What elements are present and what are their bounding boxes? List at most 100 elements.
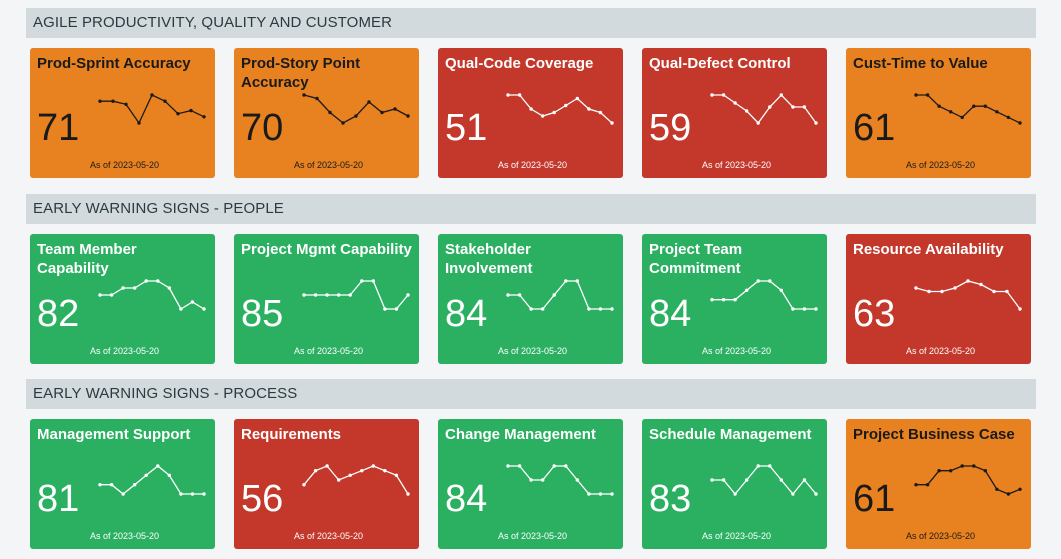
sparkline-path [100, 280, 205, 310]
card-title: Requirements [241, 426, 342, 443]
sparkline-point [517, 464, 522, 468]
sparkline-point [940, 289, 944, 294]
kpi-card-project-business-case[interactable]: Project Business Case 61 As of 2023-05-2… [846, 419, 1031, 549]
kpi-card-code-coverage[interactable]: Qual-Code Coverage 51 As of 2023-05-20 [438, 48, 623, 178]
sparkline-point [406, 492, 410, 496]
sparkline-point [341, 121, 345, 125]
sparkline-point [756, 279, 760, 283]
sparkline-point [1018, 121, 1022, 125]
sparkline-path [303, 465, 409, 495]
card-title: Qual-Code Coverage [445, 55, 594, 72]
sparkline-point [575, 96, 579, 101]
sparkline-path [100, 465, 204, 495]
card-value: 59 [649, 107, 692, 149]
kpi-card-project-mgmt-capability[interactable]: Project Mgmt Capability 85 As of 2023-05… [234, 234, 419, 364]
sparkline-point [111, 99, 115, 103]
sparkline [710, 279, 818, 311]
section-header-agile: AGILE PRODUCTIVITY, QUALITY AND CUSTOMER [26, 8, 1036, 38]
sparkline-path [508, 465, 612, 495]
sparkline-point [179, 492, 183, 496]
sparkline [914, 279, 1022, 311]
sparkline-point [144, 279, 148, 283]
card-title: Prod-Story Point Accuracy [241, 55, 361, 91]
card-title: Cust-Time to Value [853, 55, 988, 72]
sparkline-point [756, 464, 760, 468]
card-value: 84 [649, 293, 692, 335]
sparkline-point [552, 464, 556, 468]
sparkline-point [406, 114, 410, 118]
card-date: As of 2023-05-20 [906, 160, 976, 170]
sparkline [302, 464, 410, 496]
sparkline-point [406, 293, 410, 297]
sparkline-point [721, 298, 726, 302]
sparkline [506, 464, 614, 496]
sparkline-point [337, 293, 341, 297]
sparkline-point [575, 279, 579, 283]
sparkline-point [791, 307, 795, 311]
kpi-card-project-team-commitment[interactable]: Project Team Commitment 84 As of 2023-05… [642, 234, 827, 364]
sparkline-path [303, 94, 409, 124]
sparkline-point [348, 293, 352, 297]
sparkline-point [380, 110, 384, 115]
card-date: As of 2023-05-20 [702, 346, 772, 356]
sparkline-point [313, 293, 318, 297]
sparkline [506, 93, 614, 125]
sparkline-path [916, 465, 1021, 495]
card-value: 61 [853, 478, 896, 520]
sparkline-point [1006, 492, 1011, 496]
sparkline-point [768, 464, 772, 468]
sparkline-point [313, 469, 318, 473]
kpi-card-sprint-accuracy[interactable]: Prod-Sprint Accuracy 71 As of 2023-05-20 [30, 48, 215, 178]
card-date: As of 2023-05-20 [906, 346, 976, 356]
sparkline-point [517, 293, 522, 297]
sparkline-point [721, 478, 726, 482]
sparkline-point [354, 114, 358, 118]
sparkline-point [337, 478, 341, 482]
card-title: Team Member Capability [37, 241, 137, 277]
sparkline-point [610, 492, 614, 496]
sparkline-point [1018, 307, 1022, 311]
kpi-card-stakeholder-involvement[interactable]: Stakeholder Involvement 84 As of 2023-05… [438, 234, 623, 364]
card-title: Stakeholder Involvement [445, 241, 533, 277]
sparkline [98, 93, 206, 125]
kpi-card-defect-control[interactable]: Qual-Defect Control 59 As of 2023-05-20 [642, 48, 827, 178]
sparkline-point [202, 307, 206, 311]
sparkline-point [983, 469, 987, 473]
sparkline-point [360, 279, 364, 283]
sparkline-point [167, 473, 171, 477]
sparkline-point [394, 473, 399, 477]
sparkline-point [802, 478, 807, 482]
sparkline-point [315, 96, 319, 101]
kpi-card-management-support[interactable]: Management Support 81 As of 2023-05-20 [30, 419, 215, 549]
kpi-card-change-management[interactable]: Change Management 84 As of 2023-05-20 [438, 419, 623, 549]
sparkline-point [564, 464, 568, 468]
card-date: As of 2023-05-20 [702, 160, 772, 170]
kpi-card-requirements[interactable]: Requirements 56 As of 2023-05-20 [234, 419, 419, 549]
sparkline-point [768, 105, 772, 109]
card-value: 85 [241, 293, 284, 335]
sparkline [710, 93, 818, 125]
sparkline-point [190, 492, 195, 496]
sparkline-point [150, 93, 154, 97]
sparkline-point [949, 469, 953, 473]
card-value: 84 [445, 293, 488, 335]
sparkline-point [98, 483, 102, 487]
card-date: As of 2023-05-20 [90, 531, 160, 541]
kpi-card-resource-availability[interactable]: Resource Availability 63 As of 2023-05-2… [846, 234, 1031, 364]
sparkline [98, 464, 206, 496]
sparkline-point [791, 492, 795, 496]
sparkline-point [949, 110, 953, 114]
sparkline-point [202, 115, 206, 119]
sparkline [710, 464, 818, 496]
kpi-card-time-to-value[interactable]: Cust-Time to Value 61 As of 2023-05-20 [846, 48, 1031, 178]
sparkline-point [367, 100, 371, 104]
kpi-card-team-member-capability[interactable]: Team Member Capability 82 As of 2023-05-… [30, 234, 215, 364]
sparkline-point [733, 101, 737, 105]
kpi-card-story-point-accuracy[interactable]: Prod-Story Point Accuracy 70 As of 2023-… [234, 48, 419, 178]
card-value: 61 [853, 107, 896, 149]
sparkline-point [925, 93, 930, 97]
card-title: Project Team Commitment [649, 241, 743, 277]
sparkline [98, 279, 206, 311]
sparkline-point [721, 93, 726, 97]
kpi-card-schedule-management[interactable]: Schedule Management 83 As of 2023-05-20 [642, 419, 827, 549]
